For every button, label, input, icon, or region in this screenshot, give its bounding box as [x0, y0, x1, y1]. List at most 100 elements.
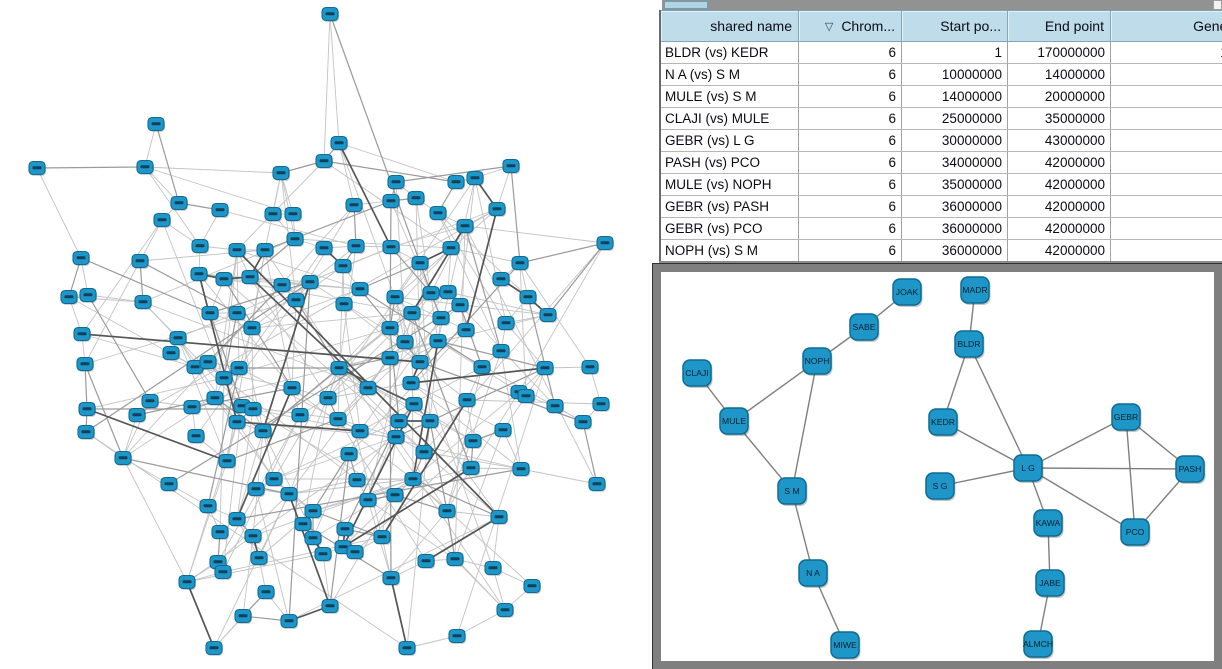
network-node[interactable] — [206, 390, 224, 407]
network-node[interactable] — [381, 320, 399, 337]
cell-value[interactable]: 6 — [798, 129, 902, 152]
cell-shared-name[interactable]: GEBR (vs) PASH — [660, 195, 799, 218]
network-node[interactable] — [382, 570, 400, 587]
network-node[interactable] — [439, 284, 457, 301]
network-node[interactable] — [178, 574, 196, 591]
network-node[interactable] — [218, 453, 236, 470]
network-node[interactable] — [334, 258, 352, 275]
table-row[interactable]: PASH (vs) PCO6340000004200000011.4 — [660, 151, 1222, 174]
column-header-chrom---[interactable]: ▽ Chrom... — [798, 10, 902, 42]
cell-value[interactable]: 5.9 — [1110, 107, 1222, 130]
network-node[interactable] — [60, 289, 78, 306]
network-node[interactable] — [581, 359, 599, 376]
network-node[interactable] — [214, 564, 232, 581]
network-node[interactable] — [403, 305, 421, 322]
network-node[interactable] — [404, 471, 422, 488]
cell-value[interactable]: 6 — [798, 195, 902, 218]
table-row[interactable]: GEBR (vs) PASH636000000420000008.9 — [660, 195, 1222, 218]
network-node[interactable] — [448, 628, 466, 645]
detail-network-canvas[interactable]: JOAK SABE NOPH CLAJI MULE S M N A MIWE MADR BLDR K… — [661, 272, 1214, 661]
table-row[interactable]: MULE (vs) S M614000000200000007.5 — [660, 85, 1222, 108]
network-node[interactable] — [147, 116, 165, 133]
cell-value[interactable]: 35000000 — [901, 173, 1008, 196]
network-node[interactable] — [396, 334, 414, 351]
network-node[interactable] — [432, 310, 450, 327]
overview-network-canvas[interactable] — [0, 0, 655, 669]
network-node-pash[interactable]: PASH — [1175, 455, 1206, 484]
network-node[interactable] — [191, 238, 209, 255]
network-node[interactable] — [348, 472, 366, 489]
network-node[interactable] — [280, 613, 298, 630]
network-node[interactable] — [335, 296, 353, 313]
network-node[interactable] — [382, 239, 400, 256]
network-node[interactable] — [250, 550, 268, 567]
network-node[interactable] — [315, 153, 333, 170]
network-node[interactable] — [386, 487, 404, 504]
table-row[interactable]: NOPH (vs) S M636000000420000009.9 — [660, 239, 1222, 263]
network-node[interactable] — [28, 160, 46, 177]
cell-value[interactable]: 10.5 — [1110, 173, 1222, 196]
network-node[interactable] — [319, 390, 337, 407]
network-node[interactable] — [199, 498, 217, 515]
network-node-bldr[interactable]: BLDR — [954, 330, 985, 359]
network-node[interactable] — [247, 481, 265, 498]
network-node[interactable] — [462, 460, 480, 477]
network-node[interactable] — [473, 359, 491, 376]
cell-value[interactable]: 8.9 — [1110, 195, 1222, 218]
cell-value[interactable]: 43000000 — [1007, 129, 1111, 152]
cell-value[interactable]: 6 — [798, 63, 902, 86]
network-node-s-g[interactable]: S G — [925, 472, 956, 501]
network-node[interactable] — [519, 289, 537, 306]
cell-shared-name[interactable]: NOPH (vs) S M — [660, 239, 799, 263]
network-node[interactable] — [153, 212, 171, 229]
network-node-s-m[interactable]: S M — [777, 477, 808, 506]
network-node[interactable] — [314, 546, 332, 563]
network-node-pco[interactable]: PCO — [1120, 518, 1151, 547]
network-node[interactable] — [546, 398, 564, 415]
network-node[interactable] — [446, 551, 464, 568]
network-node[interactable] — [497, 315, 515, 332]
network-node-gebr[interactable]: GEBR — [1111, 403, 1142, 432]
network-node[interactable] — [215, 271, 233, 288]
network-node[interactable] — [114, 450, 132, 467]
cell-value[interactable]: 11.4 — [1110, 151, 1222, 174]
network-node[interactable] — [488, 201, 506, 218]
cell-value[interactable]: 1 — [901, 41, 1008, 64]
network-node[interactable] — [382, 193, 400, 210]
cell-value[interactable]: 6 — [798, 151, 902, 174]
network-node[interactable] — [417, 553, 435, 570]
network-node[interactable] — [201, 305, 219, 322]
network-node-mule[interactable]: MULE — [719, 407, 750, 436]
network-node[interactable] — [205, 640, 223, 657]
network-node[interactable] — [346, 544, 364, 561]
network-node[interactable] — [283, 380, 301, 397]
network-node[interactable] — [286, 231, 304, 248]
network-node[interactable] — [442, 240, 460, 257]
table-row[interactable]: GEBR (vs) L G6300000004300000016.9 — [660, 129, 1222, 152]
network-node-joak[interactable]: JOAK — [892, 278, 923, 307]
network-node[interactable] — [280, 486, 298, 503]
cell-value[interactable]: 6 — [798, 217, 902, 240]
cell-value[interactable]: 6 — [798, 85, 902, 108]
cell-shared-name[interactable]: GEBR (vs) L G — [660, 129, 799, 152]
network-node[interactable] — [230, 360, 248, 377]
network-node[interactable] — [169, 330, 187, 347]
cell-value[interactable]: 14000000 — [901, 85, 1008, 108]
network-node[interactable] — [490, 509, 508, 526]
network-node[interactable] — [405, 396, 423, 413]
cell-value[interactable]: 42000000 — [1007, 195, 1111, 218]
network-node[interactable] — [128, 407, 146, 424]
cell-value[interactable]: 7.5 — [1110, 85, 1222, 108]
network-node[interactable] — [466, 170, 484, 187]
network-node-kawa[interactable]: KAWA — [1033, 509, 1064, 538]
network-node[interactable] — [330, 360, 348, 377]
network-node[interactable] — [411, 255, 429, 272]
network-node[interactable] — [329, 411, 347, 428]
network-node[interactable] — [160, 476, 178, 493]
network-node-n-a[interactable]: N A — [798, 559, 829, 588]
cell-value[interactable]: 42000000 — [1007, 151, 1111, 174]
network-node[interactable] — [162, 345, 180, 362]
network-node[interactable] — [79, 287, 97, 304]
network-node[interactable] — [390, 413, 408, 430]
network-node[interactable] — [76, 356, 94, 373]
